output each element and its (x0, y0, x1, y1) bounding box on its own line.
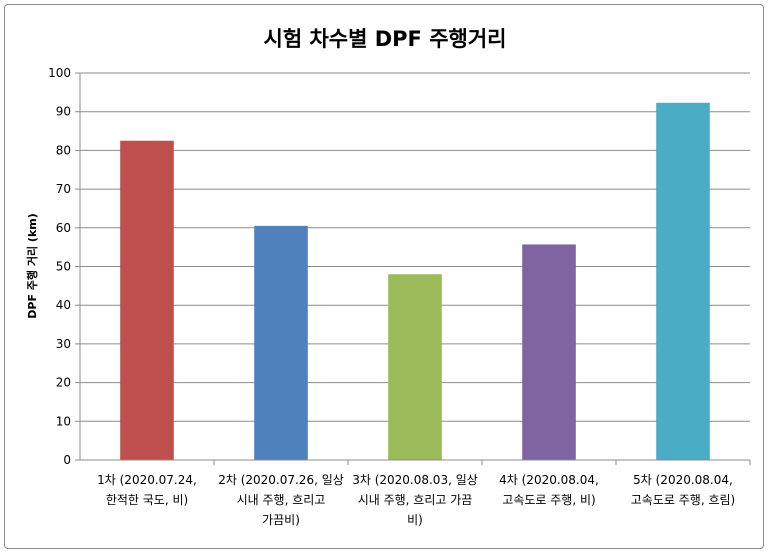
x-category-label: 3차 (2020.08.03, 일상 시내 주행, 흐리고 가끔 비) (352, 473, 478, 527)
x-category-label: 2차 (2020.07.26, 일상 시내 주행, 흐리고 가끔비) (218, 473, 344, 527)
bar (522, 244, 576, 460)
x-category-label: 5차 (2020.08.04, 고속도로 주행, 흐림) (631, 473, 735, 507)
y-tick-label: 20 (56, 376, 71, 390)
chart-title: 시험 차수별 DPF 주행거리 (264, 27, 507, 51)
y-tick-label: 90 (56, 105, 71, 119)
y-axis-label: DPF 주행 거리 (km) (25, 213, 39, 319)
bar (254, 225, 308, 460)
x-axis-categories: 1차 (2020.07.24, 한적한 국도, 비) 2차 (2020.07.26,… (97, 460, 751, 527)
y-tick-label: 100 (48, 66, 71, 80)
y-tick-label: 80 (56, 143, 71, 157)
bars (120, 102, 710, 460)
gridlines (80, 72, 750, 422)
y-tick-label: 50 (56, 260, 71, 274)
y-tick-label: 30 (56, 337, 71, 351)
y-tick-label: 0 (63, 453, 71, 467)
bar (120, 140, 174, 460)
y-tick-label: 10 (56, 414, 71, 428)
y-tick-label: 70 (56, 182, 71, 196)
y-tick-label: 60 (56, 221, 71, 235)
x-category-label: 4차 (2020.08.04, 고속도로 주행, 비) (499, 473, 599, 507)
y-axis-ticks: 0 10 20 30 40 50 60 70 80 90 100 (48, 66, 80, 467)
y-tick-label: 40 (56, 298, 71, 312)
x-category-label: 1차 (2020.07.24, 한적한 국도, 비) (97, 473, 197, 507)
bar (656, 102, 710, 460)
bar (388, 274, 442, 460)
